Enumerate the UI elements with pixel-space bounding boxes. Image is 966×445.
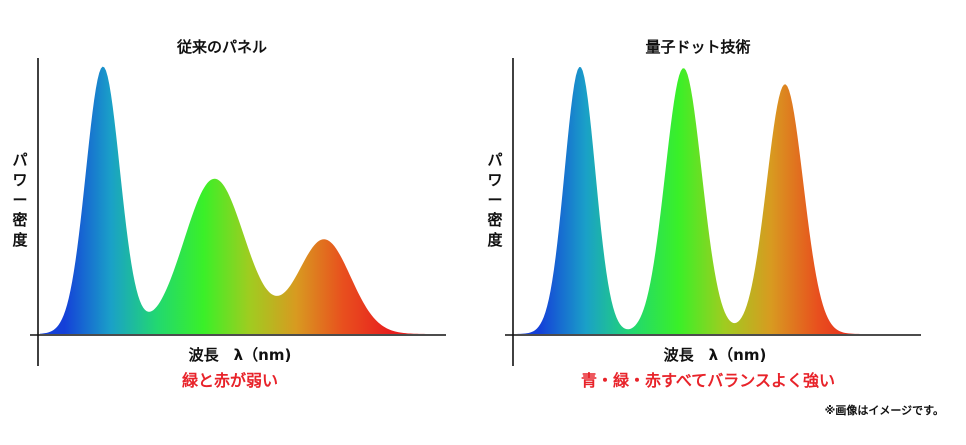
y-axis-label: パワー密度 — [487, 151, 503, 249]
spectrum-area — [515, 66, 921, 335]
x-axis-label: 波長 λ（nm) — [664, 346, 767, 364]
chart-quantum-dot: 量子ドット技術 パワー密度 波長 λ（nm) 青・緑・赤すべてバランスよく強い — [487, 38, 921, 390]
x-axis-label: 波長 λ（nm) — [189, 346, 292, 364]
chart-title: 量子ドット技術 — [645, 38, 750, 56]
chart-note: 緑と赤が弱い — [182, 371, 278, 390]
spectrum-area — [40, 66, 446, 334]
footnote: ※画像はイメージです。 — [825, 403, 944, 417]
y-axis-label: パワー密度 — [12, 151, 28, 249]
chart-note: 青・緑・赤すべてバランスよく強い — [581, 371, 835, 390]
chart-conventional-panel: 従来のパネル パワー密度 波長 λ（nm) 緑と赤が弱い — [12, 38, 446, 390]
chart-title: 従来のパネル — [176, 38, 267, 56]
